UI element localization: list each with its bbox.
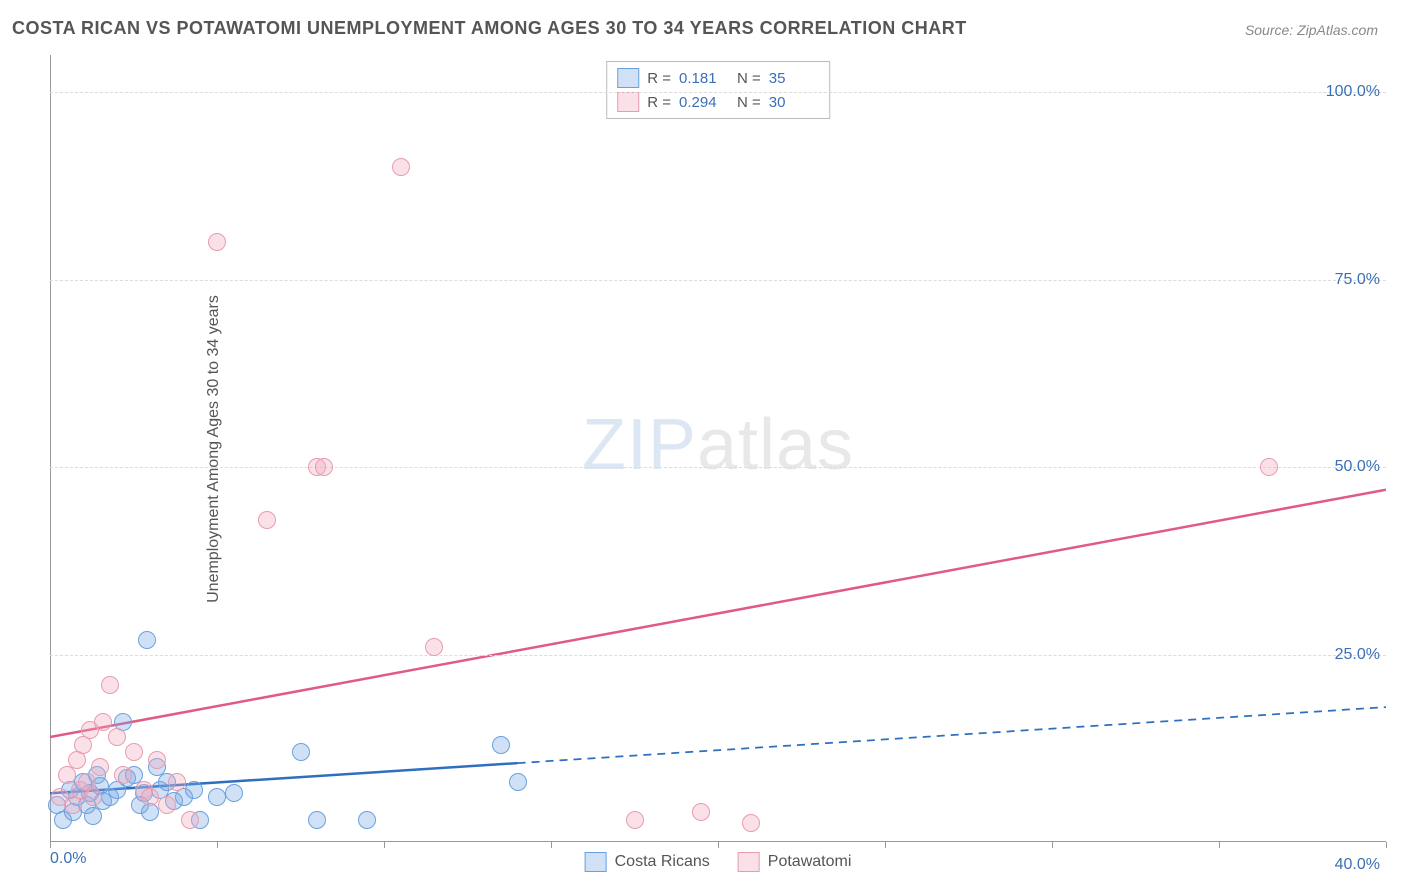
legend-label-series1: Costa Ricans <box>615 853 710 871</box>
data-point <box>148 751 166 769</box>
data-point <box>692 803 710 821</box>
stats-n-value-2: 30 <box>769 94 819 111</box>
x-tick <box>384 842 385 848</box>
data-point <box>292 743 310 761</box>
x-tick <box>1386 842 1387 848</box>
source-label: Source: ZipAtlas.com <box>1245 22 1378 38</box>
y-tick-label: 25.0% <box>1335 646 1380 664</box>
x-tick <box>217 842 218 848</box>
swatch-series2 <box>617 92 639 112</box>
stats-r-value-2: 0.294 <box>679 94 729 111</box>
trend-lines-layer <box>50 55 1386 842</box>
y-tick-label: 50.0% <box>1335 458 1380 476</box>
stats-row-series1: R = 0.181 N = 35 <box>617 66 819 90</box>
data-point <box>114 766 132 784</box>
data-point <box>185 781 203 799</box>
gridline <box>50 467 1386 468</box>
data-point <box>181 811 199 829</box>
data-point <box>626 811 644 829</box>
x-tick <box>50 842 51 848</box>
data-point <box>84 788 102 806</box>
legend-item-series2: Potawatomi <box>738 852 852 872</box>
gridline <box>50 655 1386 656</box>
legend-label-series2: Potawatomi <box>768 853 852 871</box>
x-tick <box>885 842 886 848</box>
data-point <box>1260 458 1278 476</box>
stats-n-label: N = <box>737 94 761 111</box>
data-point <box>91 758 109 776</box>
swatch-series2 <box>738 852 760 872</box>
series-legend: Costa Ricans Potawatomi <box>585 852 852 872</box>
data-point <box>208 788 226 806</box>
x-tick <box>718 842 719 848</box>
stats-r-label: R = <box>647 70 671 87</box>
chart-plot-area: Unemployment Among Ages 30 to 34 years Z… <box>50 55 1386 842</box>
data-point <box>308 811 326 829</box>
gridline <box>50 92 1386 93</box>
data-point <box>125 743 143 761</box>
data-point <box>492 736 510 754</box>
x-tick <box>551 842 552 848</box>
data-point <box>158 796 176 814</box>
stats-n-value-1: 35 <box>769 70 819 87</box>
data-point <box>141 788 159 806</box>
swatch-series1 <box>585 852 607 872</box>
stats-r-label: R = <box>647 94 671 111</box>
stats-r-value-1: 0.181 <box>679 70 729 87</box>
y-tick-label: 75.0% <box>1335 271 1380 289</box>
data-point <box>358 811 376 829</box>
data-point <box>168 773 186 791</box>
swatch-series1 <box>617 68 639 88</box>
gridline <box>50 280 1386 281</box>
data-point <box>84 807 102 825</box>
data-point <box>392 158 410 176</box>
legend-item-series1: Costa Ricans <box>585 852 710 872</box>
data-point <box>208 233 226 251</box>
chart-title: COSTA RICAN VS POTAWATOMI UNEMPLOYMENT A… <box>12 18 967 39</box>
data-point <box>138 631 156 649</box>
x-tick <box>1052 842 1053 848</box>
stats-legend: R = 0.181 N = 35 R = 0.294 N = 30 <box>606 61 830 119</box>
data-point <box>315 458 333 476</box>
data-point <box>225 784 243 802</box>
data-point <box>58 766 76 784</box>
data-point <box>101 676 119 694</box>
data-point <box>108 728 126 746</box>
data-point <box>258 511 276 529</box>
stats-row-series2: R = 0.294 N = 30 <box>617 90 819 114</box>
data-point <box>742 814 760 832</box>
data-point <box>425 638 443 656</box>
x-tick <box>1219 842 1220 848</box>
x-axis-min-label: 0.0% <box>50 850 86 868</box>
y-tick-label: 100.0% <box>1326 83 1380 101</box>
data-point <box>94 713 112 731</box>
data-point <box>509 773 527 791</box>
stats-n-label: N = <box>737 70 761 87</box>
x-axis-max-label: 40.0% <box>1335 856 1380 874</box>
